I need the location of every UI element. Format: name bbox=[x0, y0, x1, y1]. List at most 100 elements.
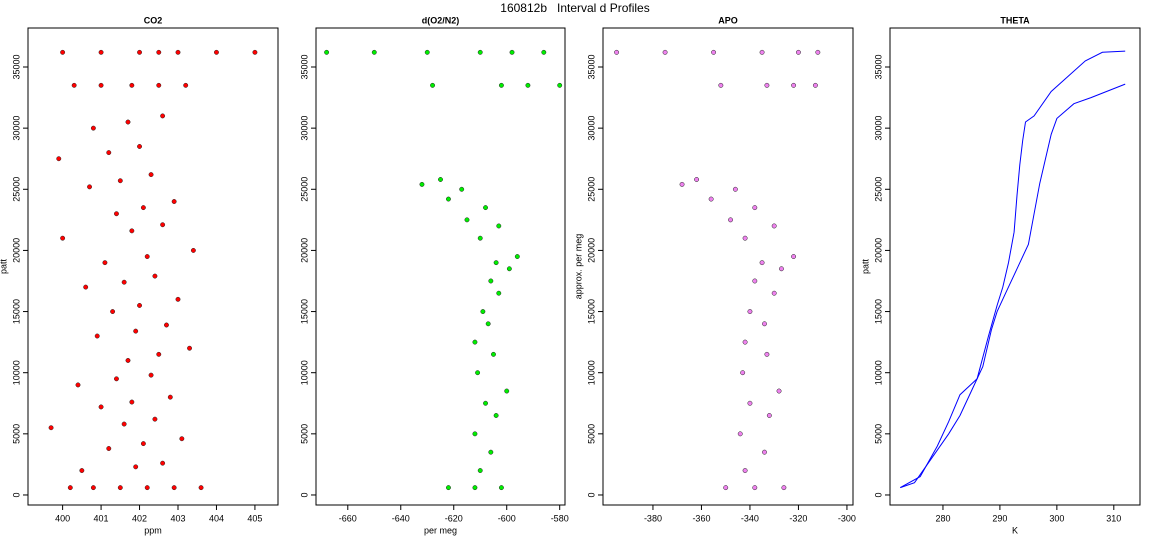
point bbox=[164, 322, 169, 328]
point bbox=[424, 49, 430, 55]
point bbox=[711, 49, 717, 55]
y-tick-label: 30000 bbox=[299, 116, 309, 141]
point bbox=[557, 82, 563, 88]
point bbox=[167, 394, 173, 400]
point bbox=[541, 49, 547, 55]
point bbox=[759, 49, 765, 55]
point bbox=[71, 82, 77, 88]
point bbox=[160, 113, 166, 119]
point bbox=[137, 49, 142, 55]
point bbox=[152, 416, 158, 422]
y-tick-label: 15000 bbox=[873, 299, 883, 324]
y-tick-label: 15000 bbox=[586, 299, 596, 324]
y-tick-label: 35000 bbox=[11, 54, 21, 79]
point bbox=[183, 82, 189, 88]
point bbox=[779, 266, 784, 272]
x-axis-label: ppm bbox=[144, 525, 162, 535]
plot-frame bbox=[315, 27, 566, 506]
point bbox=[514, 254, 520, 259]
point bbox=[747, 400, 753, 406]
point bbox=[496, 290, 502, 296]
point bbox=[106, 150, 112, 156]
point bbox=[430, 82, 436, 88]
point bbox=[114, 376, 119, 382]
point bbox=[171, 485, 177, 491]
x-tick-label: -320 bbox=[789, 513, 807, 523]
point bbox=[694, 177, 700, 182]
point bbox=[480, 309, 486, 315]
y-axis-label: patt bbox=[860, 258, 870, 274]
point bbox=[83, 284, 89, 290]
point bbox=[766, 413, 772, 418]
point bbox=[144, 485, 150, 491]
y-tick-label: 20000 bbox=[873, 238, 883, 263]
point bbox=[488, 449, 494, 455]
point bbox=[795, 49, 801, 55]
point bbox=[498, 82, 504, 88]
point bbox=[445, 196, 451, 202]
point bbox=[752, 485, 758, 491]
point bbox=[791, 254, 797, 259]
point bbox=[79, 468, 85, 473]
point bbox=[764, 351, 770, 357]
point bbox=[662, 49, 668, 55]
point bbox=[67, 485, 73, 491]
point bbox=[791, 82, 797, 88]
point bbox=[137, 144, 142, 149]
point bbox=[815, 49, 821, 55]
y-tick-label: 0 bbox=[11, 492, 21, 497]
point bbox=[152, 273, 158, 279]
y-tick-label: 20000 bbox=[586, 238, 596, 263]
plot-frame bbox=[27, 27, 279, 506]
point bbox=[48, 425, 54, 431]
x-tick-label: 405 bbox=[247, 513, 262, 523]
panel: CO2 400 401 402 403 404 405 0 5000 10000 15000 2000… bbox=[0, 15, 279, 535]
point bbox=[477, 468, 483, 473]
point bbox=[117, 178, 123, 184]
point bbox=[175, 49, 181, 55]
panel-title: THETA bbox=[1000, 15, 1030, 25]
point bbox=[742, 235, 748, 241]
point bbox=[506, 266, 512, 272]
point bbox=[106, 446, 112, 451]
point bbox=[371, 49, 377, 55]
x-tick-label: 404 bbox=[209, 513, 224, 523]
y-tick-label: 35000 bbox=[873, 54, 883, 79]
x-tick-label: -640 bbox=[392, 513, 410, 523]
point bbox=[762, 449, 767, 455]
point bbox=[732, 186, 738, 192]
point bbox=[144, 254, 150, 259]
point bbox=[187, 345, 192, 351]
y-tick-label: 15000 bbox=[299, 299, 309, 324]
y-tick-label: 30000 bbox=[586, 116, 596, 141]
point bbox=[504, 388, 510, 394]
point bbox=[764, 82, 770, 88]
point bbox=[477, 235, 483, 241]
point bbox=[121, 421, 127, 427]
x-tick-label: -620 bbox=[445, 513, 463, 523]
panel-title: d(O2/N2) bbox=[422, 15, 460, 25]
x-axis-label: K bbox=[1012, 525, 1018, 535]
point bbox=[121, 279, 127, 285]
point bbox=[60, 49, 66, 55]
point bbox=[493, 260, 499, 266]
x-tick-label: 300 bbox=[1049, 513, 1064, 523]
y-tick-label: 0 bbox=[873, 492, 883, 497]
point bbox=[75, 382, 81, 388]
point bbox=[137, 302, 142, 308]
point bbox=[752, 278, 758, 284]
point bbox=[472, 431, 478, 437]
profile-line bbox=[900, 83, 1126, 489]
point bbox=[776, 388, 782, 394]
point bbox=[708, 196, 714, 202]
y-tick-label: 10000 bbox=[586, 360, 596, 385]
point bbox=[179, 436, 185, 442]
point bbox=[125, 358, 131, 363]
point bbox=[125, 119, 131, 125]
x-tick-label: -660 bbox=[339, 513, 357, 523]
point bbox=[56, 156, 62, 162]
x-tick-label: -340 bbox=[741, 513, 759, 523]
x-tick-label: 401 bbox=[94, 513, 109, 523]
point bbox=[771, 290, 777, 296]
point bbox=[175, 296, 181, 302]
